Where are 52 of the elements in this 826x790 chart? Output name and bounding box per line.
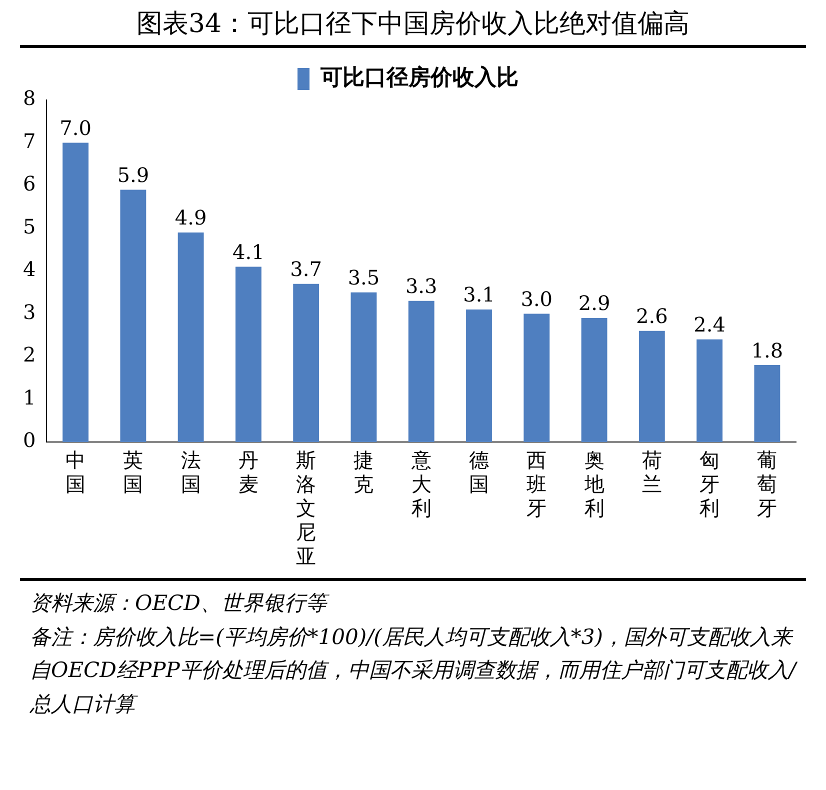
x-tick-label: 德国: [469, 448, 489, 496]
bar: [754, 365, 780, 442]
legend-label: 可比口径房价收入比: [320, 64, 518, 91]
y-tick-label: 8: [22, 86, 36, 110]
x-tick-label: 丹麦: [238, 448, 258, 496]
y-tick-label: 7: [22, 128, 36, 153]
text: 3.5: [348, 266, 380, 290]
bar: [62, 142, 89, 442]
x-tick-label: 英国: [123, 448, 144, 496]
x-tick-label: 斯洛文尼亚: [296, 448, 316, 568]
bar: [524, 314, 550, 442]
x-tick-label: 葡萄牙: [757, 448, 778, 520]
bar: [466, 309, 492, 442]
y-tick-label: 5: [22, 214, 36, 238]
text: 2.9: [578, 291, 610, 316]
y-tick-label: 1: [22, 385, 36, 410]
x-tick-label: 法国: [180, 448, 201, 496]
text: 4.1: [232, 240, 264, 264]
y-tick-label: 3: [22, 300, 36, 324]
text: 2.4: [694, 312, 726, 337]
x-tick-label: 奥地利: [583, 448, 604, 520]
text: 2.6: [636, 304, 668, 328]
x-tick-label: 匈牙利: [700, 448, 720, 520]
bar: [638, 330, 665, 442]
text: 5.9: [117, 162, 150, 187]
text: 7.0: [60, 116, 92, 140]
bar: [120, 190, 146, 442]
y-tick-label: 0: [22, 428, 36, 452]
bar: [235, 266, 262, 442]
x-tick-label: 荷兰: [642, 448, 662, 496]
chart-title: 图表34：可比口径下中国房价收入比绝对值偏高: [20, 0, 806, 48]
text: 3.0: [520, 286, 553, 311]
x-tick-label: 中国: [66, 448, 86, 496]
x-tick-label: 意大利: [410, 448, 432, 520]
y-tick-label: 4: [22, 257, 36, 282]
text: 3.3: [405, 274, 438, 298]
bar: [350, 292, 377, 442]
text: 3.1: [463, 282, 495, 307]
bar: [581, 318, 608, 442]
text: 备注：房价收入比=(平均房价*100)/(居民人均可支配收入*3)，国外可支配收入来自OECD经PPP平价处理后的值，中国不采用调查数据，而用住户部门可支配收入/总人口计算: [30, 624, 796, 718]
y-tick-label: 6: [22, 172, 36, 196]
text: 1.8: [751, 338, 784, 362]
bar: [178, 232, 204, 442]
x-tick-label: 西班牙: [526, 448, 547, 520]
text: 3.7: [290, 257, 322, 282]
bar: [408, 300, 434, 442]
x-tick-label: 捷克: [354, 448, 374, 496]
text: 4.9: [174, 206, 207, 230]
y-tick-label: 2: [22, 342, 36, 367]
text: 资料来源：OECD、世界银行等: [30, 590, 330, 617]
bar: [696, 339, 723, 442]
bar: [293, 284, 320, 442]
